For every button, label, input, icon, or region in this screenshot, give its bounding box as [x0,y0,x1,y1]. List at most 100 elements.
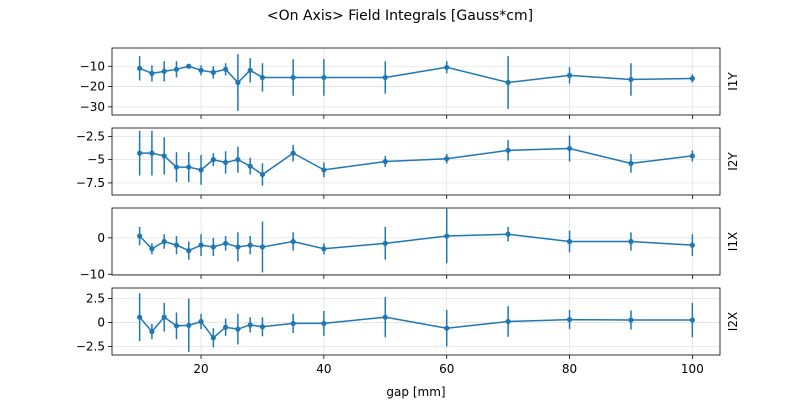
data-point [505,318,511,325]
data-point [290,320,296,327]
data-point [628,238,634,245]
data-point [290,238,296,245]
x-tick-label: 80 [562,362,577,376]
y-tick-label: −2.5 [76,339,105,353]
data-point [444,64,450,70]
data-point [137,65,143,71]
data-point [210,69,216,75]
x-tick-label: 40 [316,362,331,376]
data-point [223,240,229,246]
data-point [161,68,167,74]
series-line [139,316,693,339]
data-point [173,164,180,170]
y-tick-label: 0 [97,315,105,329]
panels: −10 −20 −30 I1Y −2.5 −5 −7.5 I2Y 0 −10 I1X 2.5 0 −2.5… [76,47,740,376]
data-point [186,248,192,254]
data-point [173,66,180,72]
data-point [186,322,192,328]
data-point [161,314,167,320]
data-point [321,320,327,327]
panel-label: I2Y [726,152,740,171]
x-tick-label: 20 [193,362,208,376]
data-point [210,244,216,250]
data-point [505,231,511,237]
data-point [259,74,266,81]
data-point [247,242,253,248]
axes-frame [111,287,721,356]
panel-label: I2X [726,312,740,331]
data-point [149,246,155,252]
data-point [149,150,155,156]
data-point [259,324,266,330]
data-point [198,167,204,173]
data-point [444,233,450,239]
data-point [235,326,241,332]
panel-i1y: −10 −20 −30 I1Y [80,47,740,119]
y-tick-label: −7.5 [76,176,105,190]
data-point [628,76,634,83]
data-point [382,74,388,81]
data-point [210,335,216,341]
data-point [173,323,180,329]
series-line [139,233,693,252]
data-point [566,316,573,323]
panel-label: I1X [726,232,740,251]
data-point [223,66,229,72]
data-point [382,314,388,320]
series-line [139,65,693,84]
data-point [689,242,695,248]
panel-i2y: −2.5 −5 −7.5 I2Y [76,127,740,199]
data-point [321,74,327,81]
axes-frame [111,207,721,276]
y-tick-label: −10 [80,59,105,73]
data-point [247,322,253,328]
data-point [247,67,253,73]
panel-i2x: 2.5 0 −2.5 20 40 60 80 100 I2X [76,287,740,376]
data-point [198,242,204,248]
data-point [566,72,573,79]
data-point [689,317,695,323]
data-point [628,160,634,166]
data-point [173,242,180,248]
data-point [137,150,143,156]
data-point [186,63,192,69]
data-point [223,324,229,330]
data-point [161,153,167,159]
data-point [161,238,167,245]
data-point [382,158,388,165]
data-point [137,314,143,320]
data-point [628,317,634,323]
data-point [149,70,155,76]
axes-frame [111,127,721,196]
data-point [290,74,296,81]
data-point [444,325,450,331]
data-point [247,163,253,169]
data-point [210,157,216,163]
data-point [321,246,327,252]
chart-title: <On Axis> Field Integrals [Gauss*cm] [267,8,533,24]
y-tick-label: −5 [87,153,105,167]
data-point [505,79,511,86]
data-point [566,238,573,245]
data-point [259,244,266,250]
data-point [235,157,241,163]
data-point [505,147,511,153]
x-tick-label: 60 [439,362,454,376]
data-point [223,159,229,166]
data-point [259,171,266,178]
y-tick-label: 2.5 [86,292,105,306]
data-point [689,75,695,82]
data-point [689,153,695,159]
series-line [139,147,693,176]
data-point [321,167,327,173]
x-tick-label: 100 [681,362,704,376]
data-point [198,318,204,325]
data-point [149,328,155,335]
panel-label: I1Y [726,72,740,91]
y-tick-label: −10 [80,267,105,281]
axes-frame [111,47,721,116]
data-point [566,145,573,152]
y-tick-label: −30 [80,100,105,114]
x-axis-label: gap [mm] [386,385,445,399]
